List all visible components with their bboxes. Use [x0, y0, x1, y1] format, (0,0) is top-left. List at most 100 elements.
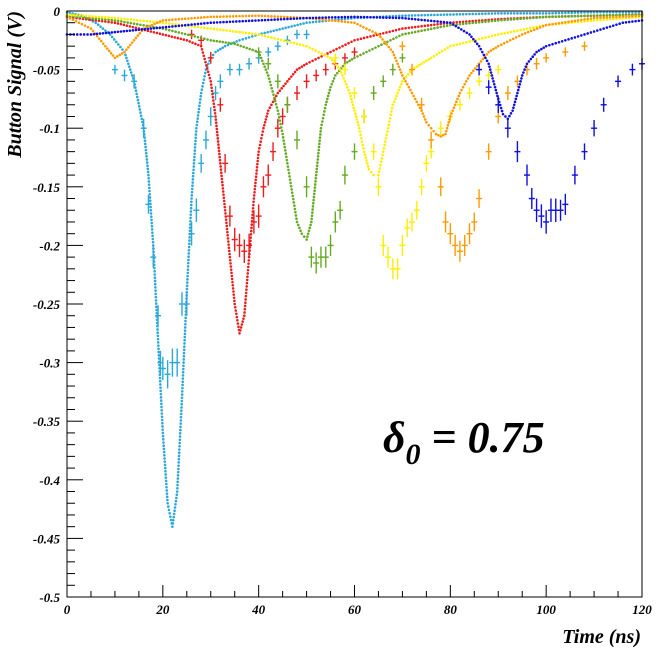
sim-point [377, 33, 380, 36]
sim-point [183, 17, 187, 21]
sim-point [319, 130, 322, 133]
sim-point [439, 25, 443, 29]
sim-point [126, 59, 129, 63]
sim-point [246, 268, 250, 272]
sim-point [602, 14, 605, 17]
sim-point [178, 435, 182, 438]
sim-point [154, 286, 157, 289]
sim-point [465, 40, 468, 44]
sim-point [214, 115, 217, 118]
sim-point [506, 31, 510, 34]
sim-point [211, 92, 214, 96]
sim-point [245, 285, 248, 288]
sim-point [95, 34, 99, 38]
sim-point [627, 15, 631, 18]
sim-point [159, 392, 163, 396]
sim-point [91, 15, 94, 18]
sim-point [380, 157, 384, 160]
sim-point [283, 149, 287, 152]
sim-point [326, 97, 329, 101]
sim-point [225, 227, 229, 231]
sim-point [164, 18, 168, 22]
sim-point [100, 17, 104, 21]
sim-point [177, 464, 180, 467]
sim-point [164, 21, 168, 25]
sim-point [531, 55, 535, 59]
sim-point [188, 229, 192, 233]
sim-point [140, 28, 144, 31]
sim-point [573, 19, 577, 23]
sim-point [203, 22, 206, 25]
sim-point [143, 27, 147, 31]
sim-point [193, 146, 197, 149]
sim-point [356, 22, 359, 26]
sim-point [347, 41, 350, 45]
sim-point [196, 16, 200, 20]
sim-point [205, 67, 209, 70]
sim-point [242, 314, 246, 318]
sim-point [167, 505, 170, 508]
sim-point [417, 18, 420, 21]
sim-point [92, 32, 96, 36]
sim-point [611, 13, 615, 17]
sim-point [152, 26, 156, 30]
y-tick-label: -0.35 [33, 414, 61, 429]
sim-point [615, 17, 618, 21]
sim-point [500, 109, 504, 113]
sim-point [165, 489, 169, 492]
sim-point [191, 181, 194, 184]
sim-point [293, 207, 297, 211]
y-tick-label: -0.45 [33, 531, 61, 546]
sim-point [458, 22, 462, 26]
sim-point [391, 103, 395, 107]
sim-point [346, 60, 349, 64]
sim-point [435, 53, 438, 56]
sim-point [160, 418, 164, 422]
sim-point [119, 45, 122, 49]
sim-point [243, 311, 246, 314]
sim-point [401, 27, 404, 30]
sim-point [573, 11, 577, 14]
sim-point [500, 32, 503, 36]
sim-point [160, 412, 164, 415]
sim-point [393, 97, 397, 101]
sim-point [586, 11, 589, 14]
sim-point [631, 14, 634, 18]
sim-point [423, 28, 427, 32]
sim-point [586, 17, 589, 21]
sim-point [323, 110, 326, 113]
sim-point [127, 62, 130, 66]
sim-point [459, 28, 463, 31]
sim-point [474, 21, 478, 24]
sim-point [196, 43, 200, 47]
sim-point [218, 155, 221, 159]
sim-point [254, 14, 257, 18]
sim-point [362, 36, 366, 40]
sim-point [195, 120, 199, 124]
sim-point [377, 170, 381, 174]
sim-point [179, 425, 182, 429]
sim-point [319, 126, 323, 130]
sim-point [176, 470, 180, 474]
sim-point [220, 177, 224, 181]
sim-point [359, 133, 362, 137]
sim-point [456, 97, 459, 101]
sim-point [225, 29, 229, 32]
sim-point [269, 83, 273, 87]
sim-point [487, 35, 490, 39]
sim-point [365, 35, 369, 39]
sim-point [263, 14, 267, 18]
delta-subscript: 0 [406, 438, 421, 471]
sim-point [187, 23, 190, 27]
sim-point [397, 28, 401, 31]
sim-point [194, 133, 198, 136]
sim-point [618, 15, 621, 19]
sim-point [127, 65, 131, 68]
sim-point [473, 40, 477, 43]
sim-point [477, 12, 481, 16]
sim-point [311, 201, 315, 205]
sim-point [302, 16, 305, 20]
sim-point [491, 77, 494, 80]
sim-point [274, 102, 278, 106]
sim-point [305, 21, 308, 25]
